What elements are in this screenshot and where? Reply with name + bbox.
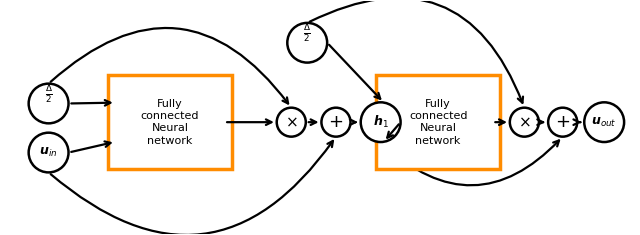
Ellipse shape (510, 108, 539, 137)
Ellipse shape (548, 108, 577, 137)
Text: Fully
connected
Neural
network: Fully connected Neural network (409, 98, 467, 146)
Text: $+$: $+$ (555, 113, 570, 131)
Ellipse shape (287, 23, 327, 63)
Ellipse shape (321, 108, 351, 137)
FancyArrowPatch shape (310, 0, 523, 103)
Text: $\boldsymbol{u}_{out}$: $\boldsymbol{u}_{out}$ (591, 116, 617, 129)
FancyArrowPatch shape (51, 141, 333, 235)
Text: $+$: $+$ (328, 113, 344, 131)
Text: $\times$: $\times$ (518, 115, 531, 130)
Text: $\boldsymbol{h}_1$: $\boldsymbol{h}_1$ (372, 114, 388, 130)
Text: $\times$: $\times$ (285, 115, 298, 130)
Ellipse shape (29, 84, 68, 123)
Ellipse shape (584, 102, 624, 142)
Ellipse shape (276, 108, 306, 137)
FancyArrowPatch shape (51, 28, 288, 103)
Text: $\boldsymbol{u}_{in}$: $\boldsymbol{u}_{in}$ (40, 146, 58, 159)
Text: Fully
connected
Neural
network: Fully connected Neural network (141, 98, 199, 146)
Text: $\frac{\Delta}{2}$: $\frac{\Delta}{2}$ (303, 23, 311, 44)
Ellipse shape (361, 102, 401, 142)
Text: $\frac{\Delta}{2}$: $\frac{\Delta}{2}$ (45, 83, 52, 105)
Ellipse shape (29, 133, 68, 172)
FancyArrowPatch shape (383, 141, 559, 185)
FancyBboxPatch shape (108, 75, 232, 169)
FancyBboxPatch shape (376, 75, 500, 169)
